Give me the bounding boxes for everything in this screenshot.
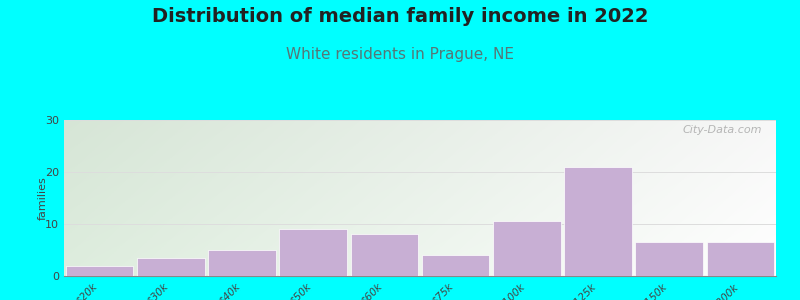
Bar <box>350 234 418 276</box>
Bar <box>137 258 205 276</box>
Y-axis label: families: families <box>38 176 47 220</box>
Bar <box>564 167 632 276</box>
Text: Distribution of median family income in 2022: Distribution of median family income in … <box>152 8 648 26</box>
Bar <box>635 242 703 276</box>
Bar <box>66 266 134 276</box>
Bar <box>208 250 276 276</box>
Bar <box>279 229 347 276</box>
Bar <box>706 242 774 276</box>
Text: White residents in Prague, NE: White residents in Prague, NE <box>286 46 514 62</box>
Bar <box>493 221 561 276</box>
Text: City-Data.com: City-Data.com <box>682 125 762 135</box>
Bar <box>422 255 490 276</box>
